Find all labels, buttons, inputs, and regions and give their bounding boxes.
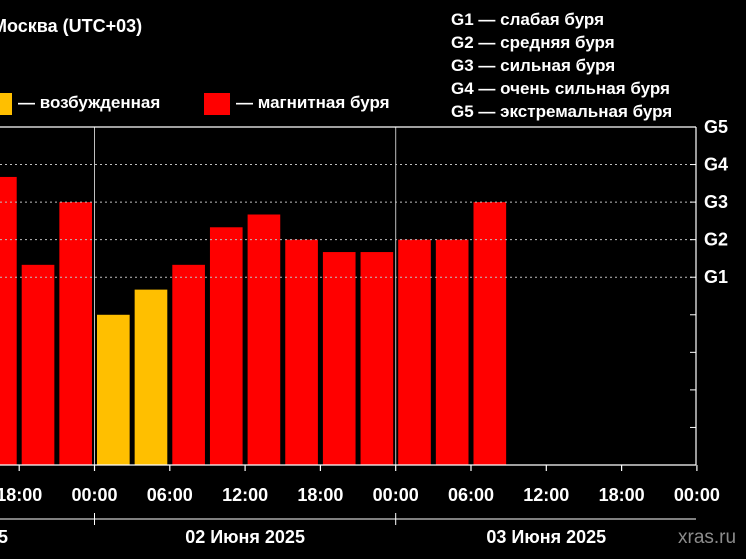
bar-7 [247,214,281,465]
bar-1 [21,264,55,465]
bar-9 [322,252,356,465]
g-scale-g2-label: G2 — средняя буря [451,33,615,52]
timezone-label: Москва (UTC+03) [0,16,143,36]
bar-12 [435,239,469,465]
y-tick-label-g1: G1 [704,267,728,287]
g-scale-g3-label: G3 — сильная буря [451,56,616,75]
bar-8 [285,239,318,465]
watermark: xras.ru [678,527,737,548]
x-tick-label-9: 00:00 [674,485,720,505]
x-tick-label-8: 18:00 [599,485,645,505]
y-tick-label-g4: G4 [704,155,728,175]
legend-label-storm: — магнитная буря [236,93,390,112]
x-tick-label-1: 00:00 [71,485,117,505]
bar-2 [59,202,92,465]
y-tick-label-g5: G5 [704,117,728,137]
x-tick-label-4: 18:00 [297,485,343,505]
bar-10 [360,252,394,465]
bar-6 [209,227,243,465]
g-scale-g1-label: G1 — слабая буря [451,10,605,29]
y-tick-label-g2: G2 [704,230,728,250]
x-tick-label-0: 18:00 [0,485,42,505]
g-scale-g5-label: G5 — экстремальная буря [451,102,673,121]
bar-3 [97,314,130,465]
y-tick-label-g3: G3 [704,192,728,212]
x-tick-label-3: 12:00 [222,485,268,505]
bar-5 [172,264,205,465]
x-tick-label-2: 06:00 [147,485,193,505]
bar-13 [473,202,507,465]
date-label-1: 02 Июня 2025 [185,527,305,547]
date-label-0: 25 [0,527,8,547]
bar-4 [134,289,168,465]
g-scale-g4-label: G4 — очень сильная буря [451,79,670,98]
bar-11 [398,239,431,465]
bar-0 [0,176,17,465]
legend-swatch-storm [204,93,230,115]
x-tick-label-7: 12:00 [523,485,569,505]
legend-label-active: — возбужденная [18,93,161,112]
date-label-2: 03 Июня 2025 [486,527,606,547]
x-tick-label-5: 00:00 [373,485,419,505]
legend-swatch-active [0,93,12,115]
x-tick-label-6: 06:00 [448,485,494,505]
